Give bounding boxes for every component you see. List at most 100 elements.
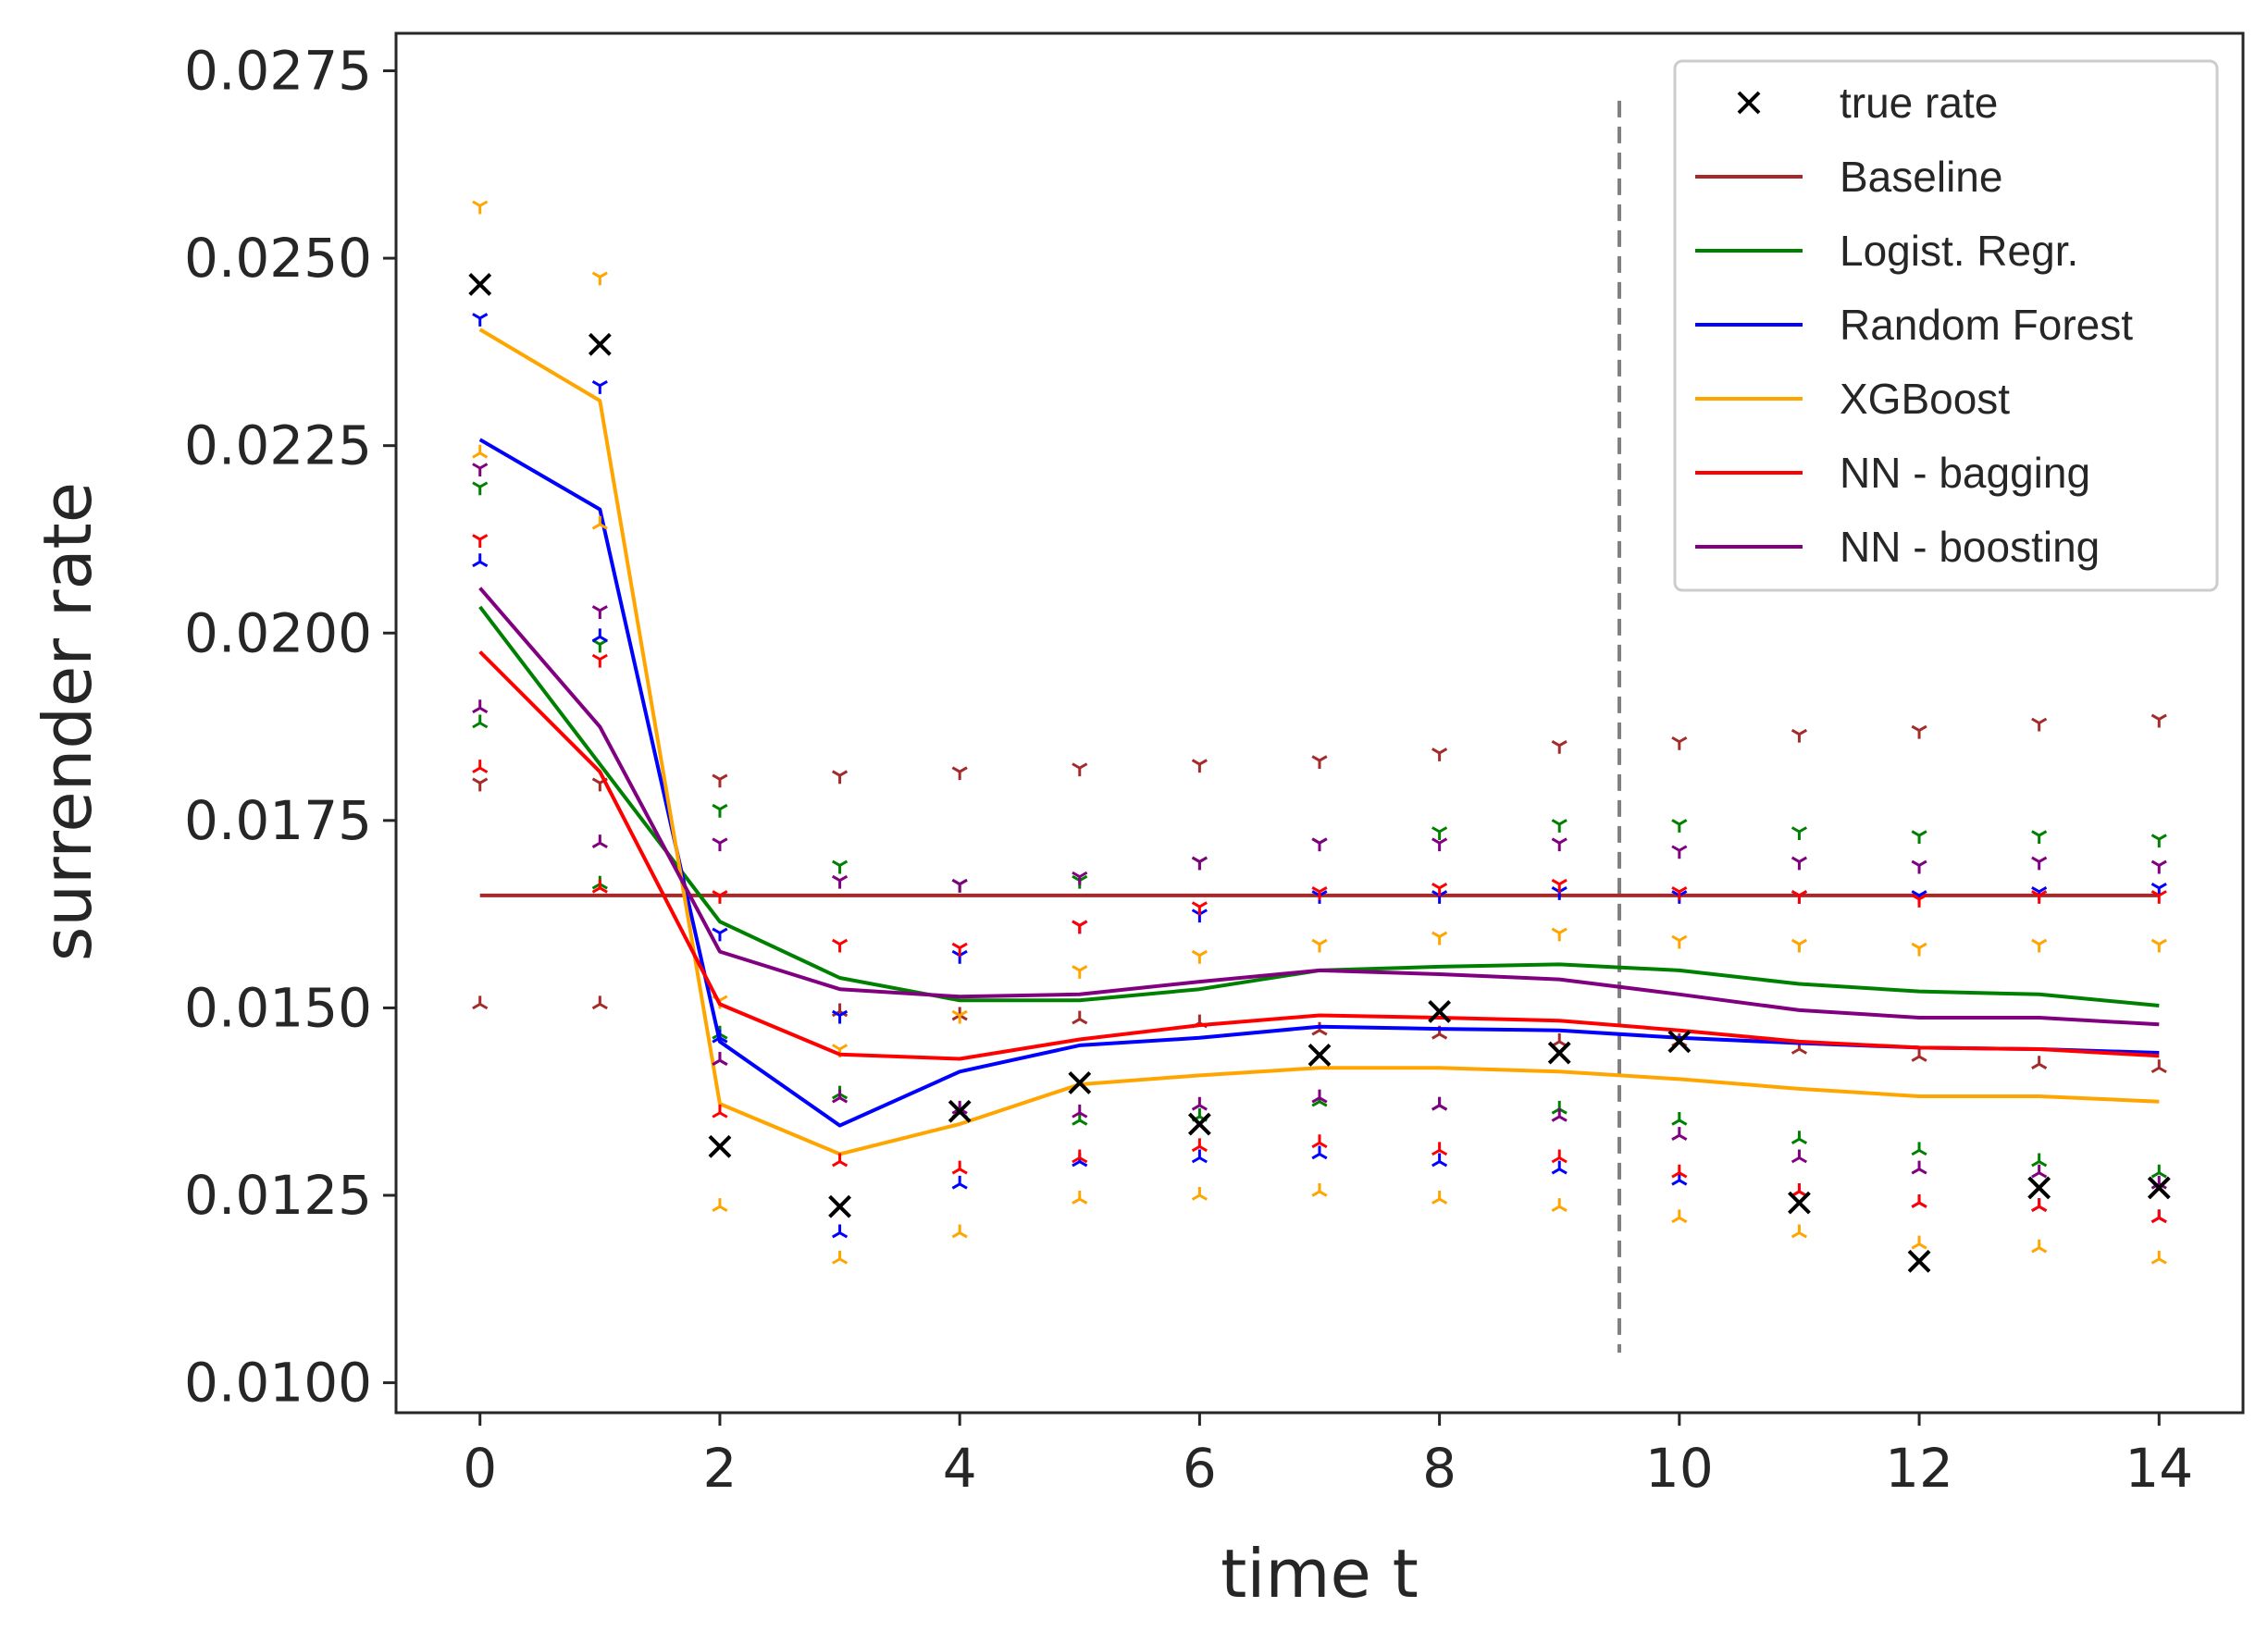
nn-boosting-upper-bound-marker bbox=[1551, 837, 1568, 852]
random-forest-lower-bound-marker bbox=[712, 1029, 728, 1044]
logist-regr-upper-bound-marker bbox=[831, 859, 849, 874]
baseline-lower-bound-marker bbox=[1911, 1048, 1927, 1062]
true-rate-marker bbox=[588, 332, 612, 356]
logist-regr-upper-bound-marker bbox=[712, 803, 728, 818]
true-rate-marker bbox=[708, 1134, 732, 1158]
xgboost-lower-bound-marker bbox=[1551, 1198, 1568, 1212]
nn-boosting-upper-bound-marker bbox=[2150, 859, 2167, 874]
nn-bagging-upper-bound-marker bbox=[831, 938, 849, 953]
y-tick-label: 0.0225 bbox=[184, 414, 372, 477]
nn-boosting-upper-bound-marker bbox=[1911, 859, 1927, 874]
baseline-upper-bound-marker bbox=[1191, 759, 1208, 773]
logist-regr-lower-bound-marker bbox=[1671, 1111, 1688, 1126]
logist-regr-upper-bound-marker bbox=[472, 481, 489, 496]
logist-regr-upper-bound-marker bbox=[1671, 819, 1688, 833]
nn-bagging-lower-bound-marker bbox=[591, 879, 608, 894]
legend-random-forest-label: Random Forest bbox=[1840, 301, 2133, 349]
nn-boosting-lower-bound-marker bbox=[1191, 1096, 1208, 1111]
legend-baseline-label: Baseline bbox=[1840, 153, 2002, 201]
nn-bagging-upper-bound-marker bbox=[2150, 890, 2167, 904]
nn-bagging-upper-bound-marker bbox=[1791, 890, 1808, 904]
nn-bagging-lower-bound-marker bbox=[1191, 1138, 1208, 1153]
legend-box bbox=[1673, 59, 2219, 592]
random-forest-lower-bound-marker bbox=[472, 553, 489, 568]
y-tick-label: 0.0275 bbox=[184, 40, 372, 103]
nn-boosting-lower-bound-marker bbox=[472, 699, 489, 714]
x-tick-label: 14 bbox=[2125, 1437, 2193, 1500]
baseline-lower-bound-marker bbox=[472, 995, 489, 1010]
legend-nn-bagging-label: NN - bagging bbox=[1840, 449, 2090, 497]
y-tick-label: 0.0150 bbox=[184, 976, 372, 1039]
true-rate-marker bbox=[1308, 1044, 1332, 1067]
nn-bagging-upper-bound-marker bbox=[1072, 920, 1088, 934]
xgboost-line bbox=[478, 328, 2160, 1156]
nn-bagging-upper-bound-marker bbox=[951, 942, 968, 957]
random-forest-lower-bound-marker bbox=[1431, 1153, 1448, 1168]
true-rate-marker bbox=[1547, 1041, 1571, 1065]
xgboost-lower-bound-marker bbox=[1072, 1191, 1088, 1205]
logist-regr-lower-bound-marker bbox=[1791, 1131, 1808, 1145]
xgboost-lower-bound-marker bbox=[1431, 1191, 1448, 1205]
legend: true rate Baseline Logist. Regr. Random For… bbox=[1673, 59, 2219, 592]
legend-nn-boosting-label: NN - boosting bbox=[1840, 523, 2100, 571]
logist-regr-upper-bound-marker bbox=[2150, 834, 2167, 848]
logist-regr-upper-bound-marker bbox=[1431, 826, 1448, 840]
random-forest-upper-bound-marker bbox=[591, 380, 608, 394]
baseline-lower-bound-marker bbox=[591, 995, 608, 1010]
xgboost-upper-bound-marker bbox=[1791, 938, 1808, 953]
baseline-lower-bound-marker bbox=[2031, 1056, 2048, 1070]
nn-boosting-lower-bound-marker bbox=[712, 1052, 728, 1066]
random-forest-upper-bound-marker bbox=[712, 927, 728, 942]
xgboost-lower-bound-marker bbox=[951, 1224, 968, 1239]
nn-bagging-lower-bound-marker bbox=[712, 1104, 728, 1119]
x-tick-label: 2 bbox=[702, 1437, 737, 1500]
baseline-upper-bound-marker bbox=[712, 773, 728, 788]
nn-bagging-upper-bound-marker bbox=[1671, 886, 1688, 900]
xgboost-lower-bound-marker bbox=[1191, 1187, 1208, 1201]
baseline-upper-bound-marker bbox=[831, 770, 849, 785]
nn-bagging-upper-bound-marker bbox=[472, 534, 489, 548]
nn-boosting-lower-bound-marker bbox=[2031, 1164, 2048, 1179]
nn-boosting-lower-bound-marker bbox=[1311, 1089, 1328, 1104]
true-rate-marker bbox=[1428, 1000, 1452, 1023]
xgboost-upper-bound-marker bbox=[951, 1009, 968, 1024]
nn-bagging-upper-bound-marker bbox=[1911, 894, 1927, 908]
xgboost-upper-bound-marker bbox=[472, 200, 489, 215]
nn-boosting-upper-bound-marker bbox=[1191, 856, 1208, 871]
baseline-upper-bound-marker bbox=[1311, 755, 1328, 770]
baseline-upper-bound-marker bbox=[1551, 740, 1568, 754]
random-forest-upper-bound-marker bbox=[472, 313, 489, 327]
baseline-upper-bound-marker bbox=[1671, 735, 1688, 750]
nn-bagging-upper-bound-marker bbox=[1311, 886, 1328, 900]
nn-boosting-lower-bound-marker bbox=[1911, 1160, 1927, 1175]
x-axis-label: time t bbox=[1221, 1535, 1419, 1613]
nn-bagging-upper-bound-marker bbox=[1191, 901, 1208, 916]
true-rate-marker bbox=[1187, 1112, 1211, 1136]
true-rate-marker bbox=[2147, 1176, 2171, 1200]
random-forest-lower-bound-marker bbox=[1191, 1149, 1208, 1164]
xgboost-lower-bound-marker bbox=[1311, 1182, 1328, 1197]
nn-boosting-lower-bound-marker bbox=[1072, 1104, 1088, 1119]
baseline-lower-bound-marker bbox=[1072, 1010, 1088, 1025]
baseline-upper-bound-marker bbox=[1431, 748, 1448, 761]
random-forest-lower-bound-marker bbox=[831, 1224, 849, 1239]
nn-boosting-upper-bound-marker bbox=[951, 878, 968, 893]
nn-boosting-line bbox=[478, 587, 2160, 1027]
random-forest-lower-bound-marker bbox=[1311, 1145, 1328, 1160]
nn-boosting-upper-bound-marker bbox=[2031, 856, 2048, 871]
random-forest-upper-bound-marker bbox=[831, 1009, 849, 1024]
logist-regr-lower-bound-marker bbox=[2150, 1164, 2167, 1179]
logist-regr-lower-bound-marker bbox=[1911, 1142, 1927, 1156]
true-rate-marker bbox=[948, 1099, 972, 1123]
plot-frame bbox=[394, 31, 2245, 1415]
xgboost-lower-bound-marker bbox=[1671, 1209, 1688, 1224]
random-forest-lower-bound-marker bbox=[1551, 1160, 1568, 1175]
true-rate-marker bbox=[2027, 1176, 2051, 1200]
xgboost-upper-bound-marker bbox=[591, 271, 608, 286]
nn-bagging-lower-bound-marker bbox=[831, 1153, 849, 1168]
random-forest-lower-bound-marker bbox=[591, 628, 608, 643]
xgboost-upper-bound-marker bbox=[2150, 938, 2167, 953]
nn-bagging-lower-bound-marker bbox=[1431, 1142, 1448, 1156]
nn-bagging-upper-bound-marker bbox=[1431, 882, 1448, 896]
nn-boosting-upper-bound-marker bbox=[1311, 837, 1328, 852]
